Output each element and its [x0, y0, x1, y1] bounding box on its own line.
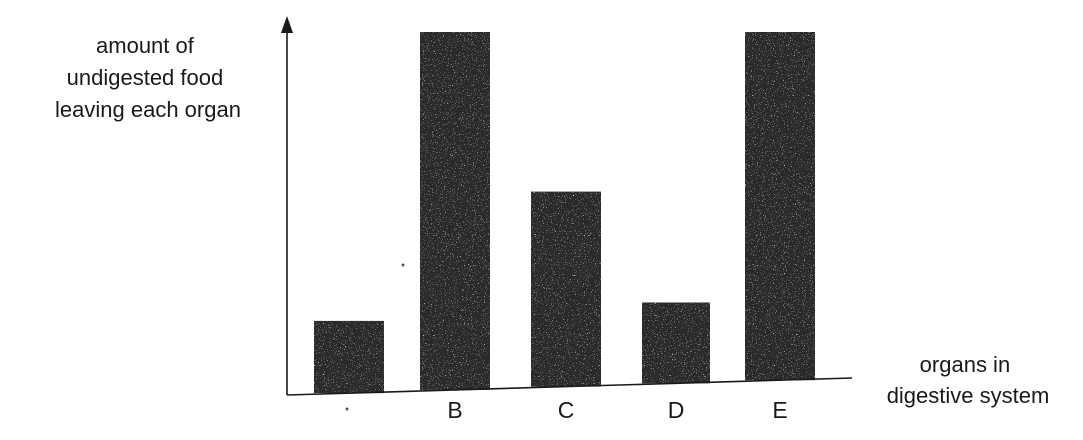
bar-c: [531, 191, 601, 387]
stray-dot: [401, 263, 405, 267]
x-tick-label: B: [447, 397, 462, 423]
bar-b: [420, 32, 490, 390]
y-axis-label-line: undigested food: [67, 65, 224, 90]
bars-layer: [314, 32, 815, 394]
x-axis-label-line: organs in: [920, 352, 1011, 377]
x-axis-line: [286, 377, 853, 396]
stray-dot: [345, 407, 349, 411]
x-axis-label-line: digestive system: [887, 383, 1050, 408]
y-axis-label-line: leaving each organ: [55, 97, 241, 122]
bar-first: [314, 320, 384, 394]
x-tick-label: D: [668, 397, 685, 423]
x-axis-label: organs in digestive system: [887, 352, 1050, 408]
tick-labels-layer: B C D E: [447, 397, 787, 423]
x-tick-label: E: [772, 397, 787, 423]
bar-d: [642, 302, 710, 384]
axes-layer: [281, 16, 853, 396]
bar-e: [745, 32, 815, 381]
x-tick-label: C: [558, 397, 575, 423]
y-axis-arrow-icon: [281, 16, 293, 33]
y-axis-label-line: amount of: [96, 33, 195, 58]
y-axis-label: amount of undigested food leaving each o…: [55, 33, 241, 122]
